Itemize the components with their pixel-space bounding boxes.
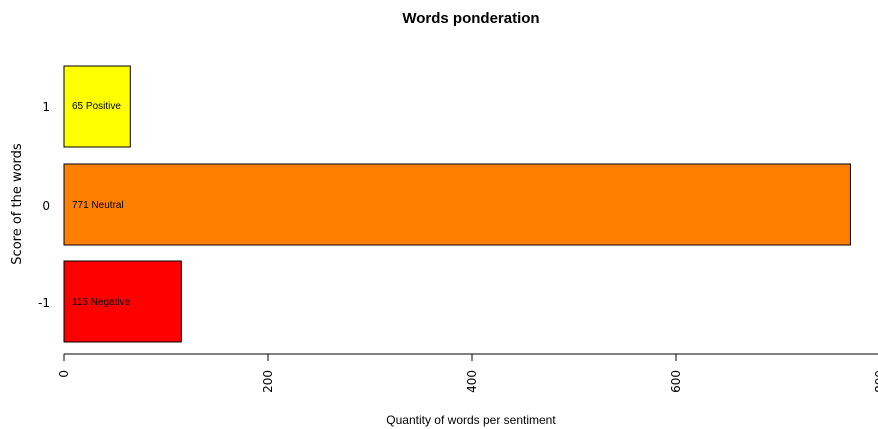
x-tick-label-4: 800 <box>873 370 878 393</box>
x-axis-label: Quantity of words per sentiment <box>386 413 556 427</box>
bar-label-1: 771 Neutral <box>72 200 124 211</box>
y-tick-label-2: -1 <box>38 296 50 310</box>
bar-label-0: 65 Positive <box>72 101 121 112</box>
bars-group: 65 Positive 771 Neutral 115 Negative <box>63 65 851 343</box>
chart-title: Words ponderation <box>402 10 539 27</box>
bar-0 <box>63 65 131 148</box>
x-axis: 0 200 400 600 800 <box>57 353 878 393</box>
y-tick-label-0: 1 <box>42 100 50 114</box>
y-axis-label: Score of the words <box>10 143 25 265</box>
x-tick-label-3: 600 <box>669 370 683 393</box>
bar-label-2: 115 Negative <box>72 297 131 308</box>
bar-1 <box>63 163 851 246</box>
y-tick-label-1: 0 <box>42 199 50 213</box>
x-tick-label-1: 200 <box>261 370 275 393</box>
x-tick-label-0: 0 <box>57 370 71 378</box>
y-axis-ticks: 1 0 -1 <box>38 100 50 310</box>
bar-2 <box>63 260 182 343</box>
x-tick-label-2: 400 <box>465 370 479 393</box>
